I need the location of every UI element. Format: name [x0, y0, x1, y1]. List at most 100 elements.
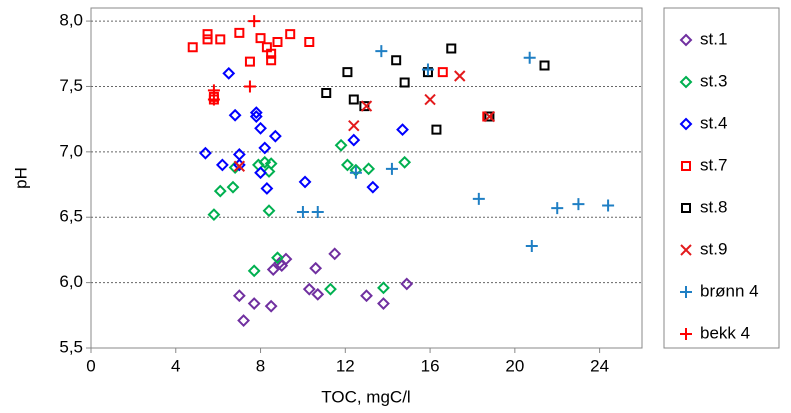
point	[472, 192, 485, 205]
point	[215, 34, 226, 45]
point	[375, 45, 388, 58]
x-axis-label: TOC, mgC/l	[321, 387, 410, 406]
point	[234, 27, 245, 38]
point	[271, 251, 284, 265]
point	[366, 180, 380, 194]
point	[228, 108, 242, 122]
point	[254, 121, 267, 135]
point	[360, 100, 373, 112]
x-tick-label: 16	[421, 356, 440, 375]
x-tick-label: 4	[171, 356, 180, 375]
legend-label: st.1	[700, 29, 727, 48]
point	[233, 160, 246, 172]
point	[285, 29, 296, 40]
point	[400, 277, 414, 291]
point	[266, 55, 277, 66]
point	[422, 67, 433, 78]
legend-marker	[681, 161, 691, 171]
legend-label: st.7	[700, 155, 727, 174]
point	[349, 166, 362, 179]
point	[248, 15, 261, 28]
point	[334, 138, 348, 152]
legend-marker	[680, 244, 692, 256]
point	[377, 281, 390, 295]
legend-label: bekk 4	[700, 323, 750, 342]
point	[261, 42, 272, 53]
y-tick-label: 5,5	[59, 337, 83, 356]
y-tick-label: 6,5	[59, 207, 83, 226]
point	[266, 263, 280, 276]
point	[421, 63, 434, 76]
point	[296, 206, 309, 218]
point	[222, 66, 236, 80]
point	[377, 297, 390, 310]
point	[247, 264, 261, 278]
legend-marker	[679, 117, 693, 131]
point	[237, 314, 250, 327]
point	[551, 202, 564, 215]
point	[208, 91, 219, 102]
point	[187, 42, 198, 53]
point	[523, 51, 536, 64]
point	[264, 299, 278, 313]
point	[304, 37, 315, 47]
point	[249, 110, 263, 123]
point	[446, 43, 457, 54]
point	[207, 93, 220, 106]
point	[321, 88, 332, 98]
point	[260, 182, 274, 195]
point	[341, 158, 354, 172]
point	[249, 106, 263, 120]
point	[311, 287, 325, 301]
point	[437, 67, 448, 78]
point	[268, 129, 282, 143]
point	[525, 240, 538, 252]
point	[262, 165, 276, 178]
point	[213, 184, 227, 198]
point	[309, 261, 323, 275]
point	[244, 56, 255, 67]
plot-area	[90, 7, 643, 349]
point	[311, 206, 324, 218]
point	[385, 162, 398, 175]
point	[359, 101, 370, 112]
legend-marker	[680, 328, 692, 340]
point	[199, 146, 212, 160]
y-tick-label: 7,0	[59, 141, 83, 160]
point	[243, 80, 256, 93]
point	[399, 77, 410, 88]
x-tick-label: 20	[505, 356, 524, 375]
legend-label: st.9	[700, 239, 727, 258]
legend-label: st.4	[700, 113, 727, 132]
y-tick-label: 7,5	[59, 76, 83, 95]
point	[483, 110, 496, 123]
point	[398, 155, 412, 169]
point	[347, 133, 361, 147]
point	[360, 289, 373, 303]
point	[302, 282, 316, 296]
point	[232, 148, 246, 161]
point	[202, 34, 213, 45]
point	[348, 119, 360, 132]
point	[348, 94, 359, 105]
point	[264, 157, 278, 171]
point	[324, 282, 337, 296]
point	[362, 162, 376, 176]
x-tick-label: 8	[256, 356, 265, 375]
point	[207, 208, 221, 222]
legend-label: brønn 4	[700, 281, 759, 300]
legend-label: st.3	[700, 71, 727, 90]
x-tick-label: 0	[86, 356, 95, 375]
y-tick-label: 8,0	[59, 11, 83, 30]
point	[254, 166, 267, 180]
point	[396, 123, 409, 137]
legend-marker	[679, 33, 693, 47]
legend-marker	[681, 203, 691, 213]
point	[424, 93, 436, 106]
point	[298, 175, 312, 189]
point	[272, 37, 283, 47]
point	[215, 158, 229, 172]
point	[255, 33, 266, 44]
point	[602, 199, 615, 212]
point	[342, 67, 353, 78]
